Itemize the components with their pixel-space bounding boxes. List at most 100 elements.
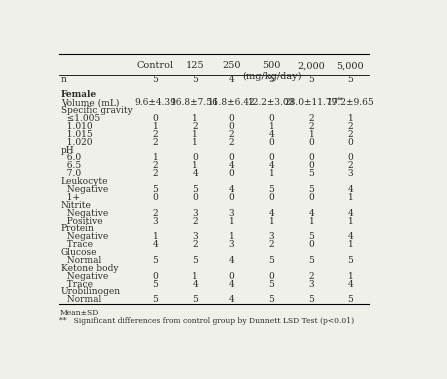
Text: ≤1.005: ≤1.005: [61, 114, 100, 123]
Text: Normal: Normal: [61, 256, 101, 265]
Text: 5: 5: [308, 256, 314, 265]
Text: 0: 0: [269, 114, 274, 123]
Text: 0: 0: [269, 272, 274, 281]
Text: 5: 5: [308, 75, 314, 84]
Text: 2: 2: [193, 216, 198, 226]
Text: 5: 5: [152, 295, 158, 304]
Text: 2: 2: [153, 208, 158, 218]
Text: Trace: Trace: [61, 240, 93, 249]
Text: 4: 4: [347, 232, 353, 241]
Text: Leukocyte: Leukocyte: [61, 177, 108, 186]
Text: 5: 5: [308, 232, 314, 241]
Text: 1: 1: [152, 153, 158, 163]
Text: 1.010: 1.010: [61, 122, 93, 131]
Text: 4: 4: [269, 208, 274, 218]
Text: **: **: [337, 97, 343, 105]
Text: Nitrite: Nitrite: [61, 201, 92, 210]
Text: 4: 4: [229, 295, 235, 304]
Text: Negative: Negative: [61, 185, 108, 194]
Text: 2: 2: [193, 122, 198, 131]
Text: 3: 3: [347, 169, 353, 178]
Text: 5: 5: [269, 256, 274, 265]
Text: 5: 5: [308, 185, 314, 194]
Text: Urobilinogen: Urobilinogen: [61, 287, 121, 296]
Text: Negative: Negative: [61, 232, 108, 241]
Text: 500
(mg/kg/day): 500 (mg/kg/day): [242, 61, 301, 81]
Text: Volume (mL): Volume (mL): [61, 98, 119, 107]
Text: 6.0: 6.0: [61, 153, 81, 163]
Text: 0: 0: [308, 161, 314, 170]
Text: 6.5: 6.5: [61, 161, 81, 170]
Text: 0: 0: [308, 240, 314, 249]
Text: 1: 1: [347, 193, 353, 202]
Text: 0: 0: [193, 193, 198, 202]
Text: 0: 0: [229, 169, 235, 178]
Text: Mean±SD: Mean±SD: [59, 309, 99, 317]
Text: 1: 1: [229, 232, 235, 241]
Text: 1: 1: [347, 216, 353, 226]
Text: 0: 0: [347, 153, 353, 163]
Text: 5: 5: [269, 280, 274, 288]
Text: 3: 3: [153, 216, 158, 226]
Text: 5: 5: [269, 185, 274, 194]
Text: 3: 3: [269, 232, 274, 241]
Text: 5: 5: [192, 256, 198, 265]
Text: 1.015: 1.015: [61, 130, 93, 139]
Text: 3: 3: [193, 232, 198, 241]
Text: 1: 1: [347, 240, 353, 249]
Text: Negative: Negative: [61, 272, 108, 281]
Text: 5: 5: [192, 185, 198, 194]
Text: 0: 0: [229, 114, 235, 123]
Text: 0: 0: [269, 153, 274, 163]
Text: 0: 0: [308, 153, 314, 163]
Text: 1: 1: [269, 169, 274, 178]
Text: 1: 1: [269, 122, 274, 131]
Text: 4: 4: [269, 161, 274, 170]
Text: 2: 2: [269, 240, 274, 249]
Text: Positive: Positive: [61, 216, 102, 226]
Text: 1: 1: [193, 114, 198, 123]
Text: 2: 2: [153, 138, 158, 147]
Text: Normal: Normal: [61, 295, 101, 304]
Text: 2,000: 2,000: [298, 61, 325, 70]
Text: 1: 1: [308, 216, 314, 226]
Text: 3: 3: [308, 280, 314, 288]
Text: 0: 0: [229, 272, 235, 281]
Text: 7.0: 7.0: [61, 169, 81, 178]
Text: 2: 2: [229, 130, 235, 139]
Text: 5: 5: [192, 75, 198, 84]
Text: 1.020: 1.020: [61, 138, 92, 147]
Text: 16.8±7.56: 16.8±7.56: [171, 98, 219, 107]
Text: 1: 1: [269, 216, 274, 226]
Text: 5: 5: [308, 295, 314, 304]
Text: Control: Control: [137, 61, 174, 70]
Text: 1: 1: [308, 130, 314, 139]
Text: 5: 5: [269, 75, 274, 84]
Text: Female: Female: [61, 91, 97, 99]
Text: 2: 2: [153, 169, 158, 178]
Text: 3: 3: [193, 208, 198, 218]
Text: 5: 5: [347, 256, 353, 265]
Text: 3: 3: [229, 208, 235, 218]
Text: 2: 2: [308, 272, 314, 281]
Text: 5: 5: [152, 75, 158, 84]
Text: 0: 0: [229, 193, 235, 202]
Text: 4: 4: [229, 185, 235, 194]
Text: 1: 1: [193, 130, 198, 139]
Text: 1: 1: [347, 272, 353, 281]
Text: 0: 0: [347, 138, 353, 147]
Text: Specific gravity: Specific gravity: [61, 106, 132, 115]
Text: 0: 0: [152, 272, 158, 281]
Text: 4: 4: [229, 161, 235, 170]
Text: 3: 3: [229, 240, 235, 249]
Text: 5,000: 5,000: [337, 61, 364, 70]
Text: 0: 0: [152, 114, 158, 123]
Text: 5: 5: [192, 295, 198, 304]
Text: 2: 2: [308, 122, 314, 131]
Text: 5: 5: [347, 75, 353, 84]
Text: 0: 0: [269, 138, 274, 147]
Text: 0: 0: [193, 153, 198, 163]
Text: 2: 2: [347, 122, 353, 131]
Text: Negative: Negative: [61, 208, 108, 218]
Text: 4: 4: [269, 130, 274, 139]
